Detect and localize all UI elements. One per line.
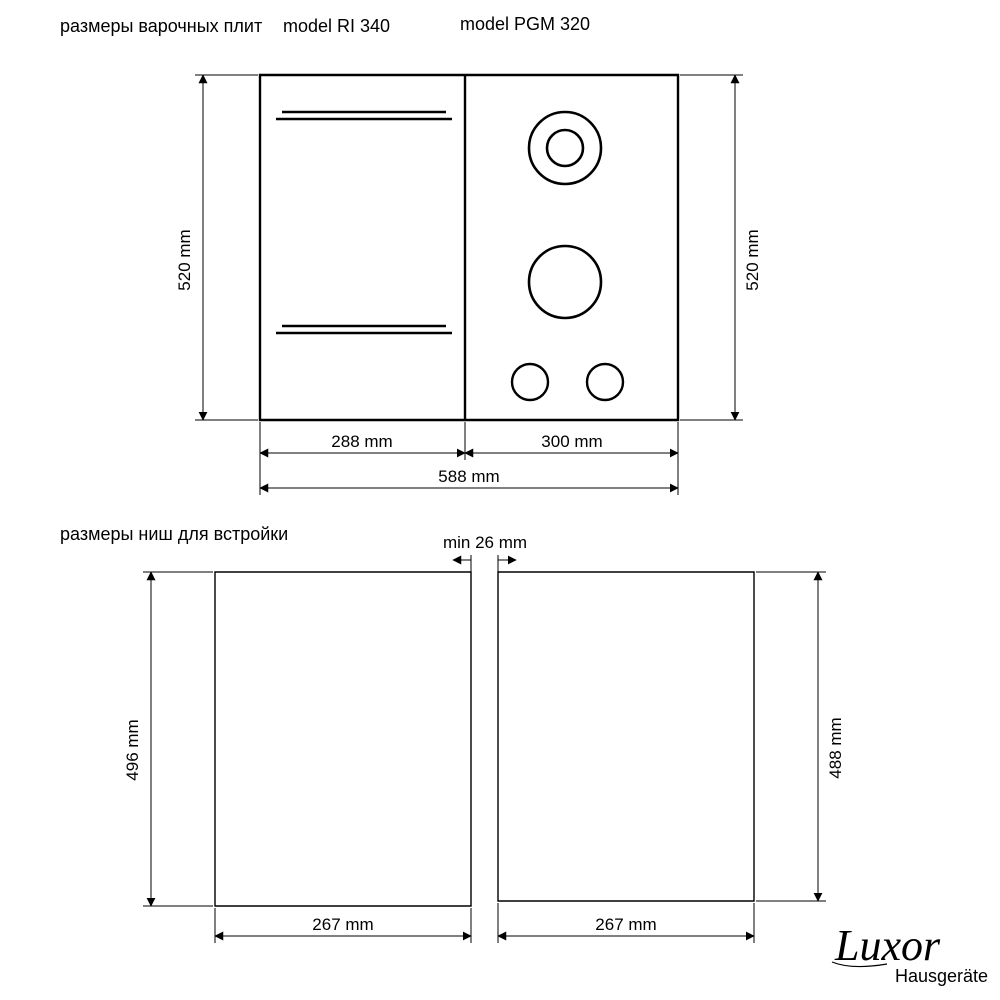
niche-left [215,572,471,906]
model-right-label: model PGM 320 [460,14,590,34]
gap-label: min 26 mm [443,533,527,552]
svg-text:267 mm: 267 mm [312,915,373,934]
title-cooktop-sizes: размеры варочных плит [60,16,262,36]
model-left-label: model RI 340 [283,16,390,36]
svg-text:588 mm: 588 mm [438,467,499,486]
niche-right [498,572,754,901]
grill-bars [276,112,452,333]
dim-gap [453,555,516,572]
burner-small [529,112,601,184]
svg-text:496 mm: 496 mm [123,719,142,780]
svg-text:300 mm: 300 mm [541,432,602,451]
knob-right [587,364,623,400]
svg-text:488 mm: 488 mm [826,717,845,778]
svg-text:Luxor: Luxor [834,921,941,970]
svg-text:520 mm: 520 mm [175,229,194,290]
svg-text:520 mm: 520 mm [743,229,762,290]
dim-bottom-widths: 267 mm 267 mm [215,903,754,943]
svg-text:Hausgeräte: Hausgeräte [895,966,988,986]
knob-left [512,364,548,400]
dim-bottom-height-right: 488 mm [756,572,845,901]
dim-bottom-height-left: 496 mm [123,572,213,906]
dim-top-height-left: 520 mm [175,75,258,420]
burner-large [529,246,601,318]
svg-text:288 mm: 288 mm [331,432,392,451]
title-niche-sizes: размеры ниш для встройки [60,524,288,544]
svg-text:267 mm: 267 mm [595,915,656,934]
dim-top-height-right: 520 mm [680,75,762,420]
dim-top-widths: 288 mm 300 mm 588 mm [260,422,678,495]
brand-logo: Luxor Hausgeräte [832,921,988,986]
